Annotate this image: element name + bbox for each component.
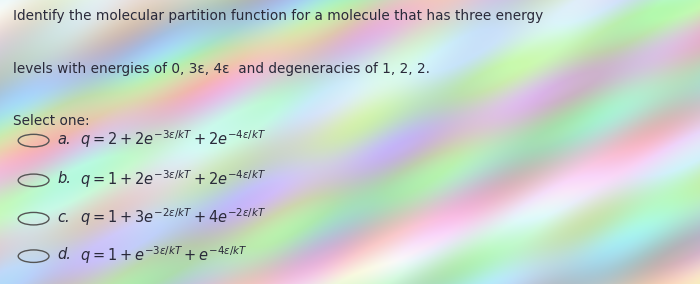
Text: $q = 1 + 2e^{-3\varepsilon/kT} + 2e^{-4\varepsilon/kT}$: $q = 1 + 2e^{-3\varepsilon/kT} + 2e^{-4\… xyxy=(80,168,267,190)
Text: Identify the molecular partition function for a molecule that has three energy: Identify the molecular partition functio… xyxy=(13,9,543,22)
Text: Select one:: Select one: xyxy=(13,114,89,128)
Text: $q = 1 + e^{-3\varepsilon/kT} + e^{-4\varepsilon/kT}$: $q = 1 + e^{-3\varepsilon/kT} + e^{-4\va… xyxy=(80,244,248,266)
Text: a.: a. xyxy=(57,132,71,147)
Text: b.: b. xyxy=(57,172,71,186)
Text: $q = 1 + 3e^{-2\varepsilon/kT} + 4e^{-2\varepsilon/kT}$: $q = 1 + 3e^{-2\varepsilon/kT} + 4e^{-2\… xyxy=(80,206,267,228)
Text: d.: d. xyxy=(57,247,71,262)
Text: levels with energies of 0, 3ε, 4ε  and degeneracies of 1, 2, 2.: levels with energies of 0, 3ε, 4ε and de… xyxy=(13,62,430,76)
Text: $q = 2 + 2e^{-3\varepsilon/kT} + 2e^{-4\varepsilon/kT}$: $q = 2 + 2e^{-3\varepsilon/kT} + 2e^{-4\… xyxy=(80,128,267,150)
Text: c.: c. xyxy=(57,210,70,225)
